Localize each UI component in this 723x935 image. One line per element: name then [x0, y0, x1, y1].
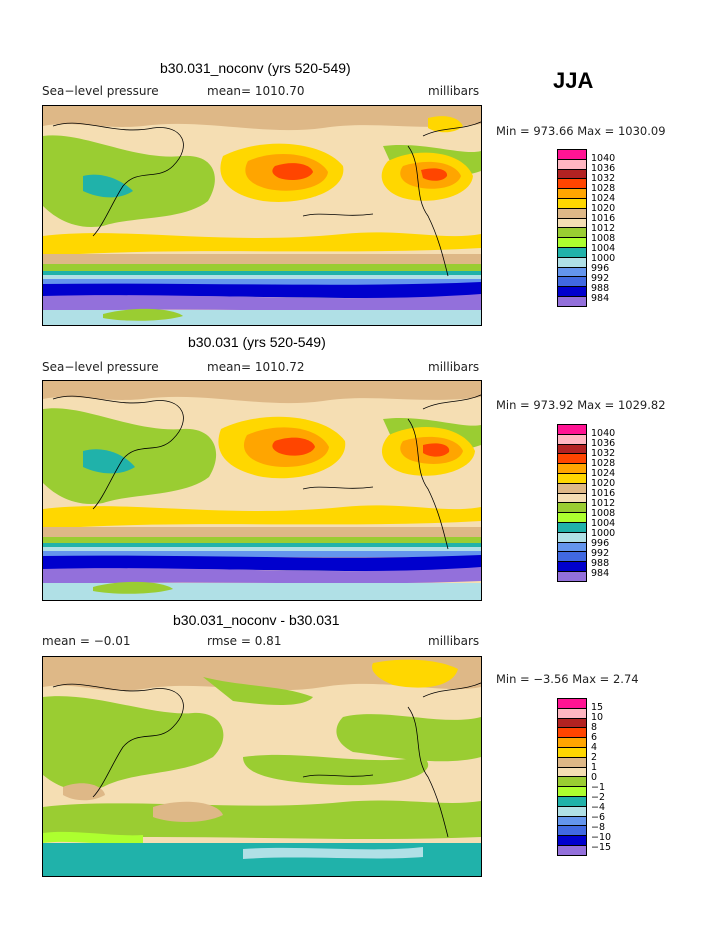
legend-label: −6: [591, 812, 606, 823]
panel3-minmax: Min = −3.56 Max = 2.74: [496, 672, 639, 686]
legend-label: 1000: [591, 528, 616, 539]
panel2-map: [42, 380, 482, 601]
legend-label: 992: [591, 548, 610, 559]
legend-label: 1024: [591, 193, 616, 204]
legend-label: 10: [591, 712, 604, 723]
legend-label: −10: [591, 832, 612, 843]
panel2-legend-colorbar: [557, 424, 587, 582]
legend-label: 1036: [591, 438, 616, 449]
legend-label: 984: [591, 568, 610, 579]
panel2-minmax: Min = 973.92 Max = 1029.82: [496, 398, 666, 412]
legend-label: 1012: [591, 223, 616, 234]
legend-label: 1004: [591, 518, 616, 529]
panel3-rmse-label: rmse = 0.81: [207, 634, 282, 648]
legend-label: 1020: [591, 478, 616, 489]
legend-label: 1016: [591, 213, 616, 224]
legend-label: 996: [591, 263, 610, 274]
legend-label: 1008: [591, 233, 616, 244]
legend-label: 988: [591, 283, 610, 294]
legend-label: 2: [591, 752, 598, 763]
legend-label: 1032: [591, 173, 616, 184]
legend-label: 4: [591, 742, 598, 753]
panel3-contour-field: [43, 657, 481, 876]
legend-label: 1: [591, 762, 598, 773]
panel1-left-label: Sea−level pressure: [42, 84, 159, 98]
panel3-map: [42, 656, 482, 877]
panel1-minmax: Min = 973.66 Max = 1030.09: [496, 124, 666, 138]
legend-label: −15: [591, 842, 612, 853]
panel1-map: [42, 105, 482, 326]
panel1-legend-colorbar: [557, 149, 587, 307]
legend-label: 1036: [591, 163, 616, 174]
legend-label: 1008: [591, 508, 616, 519]
panel2-left-label: Sea−level pressure: [42, 360, 159, 374]
panel2-units: millibars: [428, 360, 480, 374]
panel3-units: millibars: [428, 634, 480, 648]
legend-label: 6: [591, 732, 598, 743]
panel1-title: b30.031_noconv (yrs 520-549): [160, 60, 351, 76]
legend-label: 988: [591, 558, 610, 569]
season-label: JJA: [553, 68, 594, 93]
legend-label: −4: [591, 802, 606, 813]
legend-label: 1028: [591, 458, 616, 469]
legend-label: 1012: [591, 498, 616, 509]
legend-label: 15: [591, 702, 604, 713]
panel3-mean-label: mean = −0.01: [42, 634, 131, 648]
legend-label: 1032: [591, 448, 616, 459]
legend-label: 984: [591, 293, 610, 304]
panel2-title: b30.031 (yrs 520-549): [188, 334, 326, 350]
panel1-contour-field: [43, 106, 481, 325]
legend-label: 1024: [591, 468, 616, 479]
panel3-title: b30.031_noconv - b30.031: [173, 612, 340, 628]
legend-label: 1020: [591, 203, 616, 214]
panel2-contour-field: [43, 381, 481, 600]
panel1-mean-label: mean= 1010.70: [207, 84, 305, 98]
legend-label: −1: [591, 782, 606, 793]
legend-label: 1004: [591, 243, 616, 254]
legend-label: −2: [591, 792, 606, 803]
legend-label: 0: [591, 772, 598, 783]
legend-label: 1028: [591, 183, 616, 194]
panel1-units: millibars: [428, 84, 480, 98]
panel2-mean-label: mean= 1010.72: [207, 360, 305, 374]
legend-label: 1016: [591, 488, 616, 499]
legend-label: 8: [591, 722, 598, 733]
panel3-legend-colorbar: [557, 698, 587, 856]
legend-label: 1040: [591, 153, 616, 164]
legend-label: 1000: [591, 253, 616, 264]
legend-label: 992: [591, 273, 610, 284]
legend-label: −8: [591, 822, 606, 833]
legend-label: 996: [591, 538, 610, 549]
legend-label: 1040: [591, 428, 616, 439]
